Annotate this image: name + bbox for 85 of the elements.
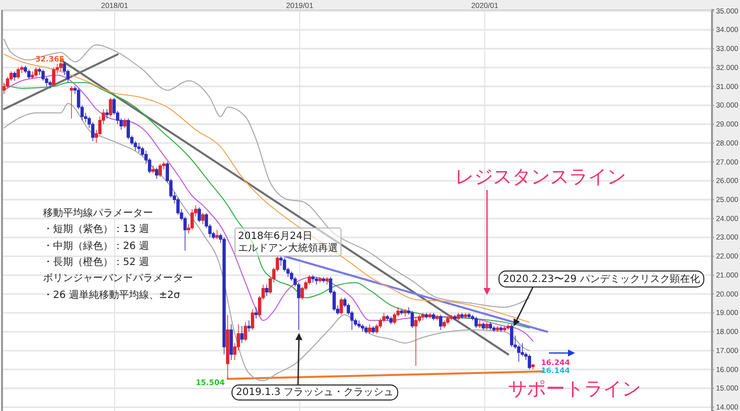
candlestick <box>364 326 368 334</box>
candlestick <box>108 97 112 117</box>
candlestick <box>250 308 254 330</box>
candlestick <box>488 322 492 330</box>
candlestick <box>424 312 428 319</box>
candlestick <box>528 354 532 370</box>
candlestick <box>360 324 364 332</box>
candlestick <box>155 167 158 180</box>
candlestick <box>453 314 457 321</box>
candlestick <box>499 326 503 332</box>
candlestick <box>506 324 510 330</box>
candlestick <box>404 308 407 317</box>
candlestick <box>432 312 436 321</box>
candlestick <box>368 324 372 334</box>
candlestick <box>48 80 52 89</box>
candlestick <box>325 276 329 285</box>
candlestick <box>485 322 488 330</box>
candlestick <box>318 276 322 284</box>
annotation: 2019.1.3 フラッシュ・クラッシュ <box>236 387 394 398</box>
annotation: ボリンジャーバンドパラメーター <box>43 273 193 284</box>
candlestick <box>460 312 464 319</box>
candlestick <box>410 310 414 328</box>
candlestick <box>446 316 450 325</box>
annotation: 2018年6月24日 <box>238 230 313 242</box>
candlestick <box>435 314 439 321</box>
candlestick <box>414 316 418 366</box>
candlestick <box>16 67 20 80</box>
candlestick <box>70 86 74 119</box>
candlestick <box>30 70 34 80</box>
candlestick <box>322 276 326 284</box>
candlestick <box>502 326 506 332</box>
candlestick <box>442 320 446 328</box>
candlestick <box>439 314 442 330</box>
candlestick <box>59 60 62 72</box>
candlestick <box>400 308 404 316</box>
annotation: ・26 週単純移動平均線、±2σ <box>43 289 181 301</box>
candlestick <box>496 326 500 332</box>
candlestick <box>340 297 343 316</box>
candlestick <box>456 312 460 321</box>
candlestick <box>478 320 482 328</box>
candlestick <box>226 314 230 380</box>
candlestick <box>265 284 268 296</box>
candlestick <box>510 324 514 348</box>
candlestick <box>158 163 162 178</box>
annotation: レジスタンスライン <box>455 166 626 188</box>
annotation: ・長期（橙色）：52 週 <box>43 256 149 268</box>
annotation: 移動平均線パラメーター <box>43 207 153 219</box>
candlestick <box>450 314 453 321</box>
candlestick <box>464 312 468 319</box>
candlestick <box>386 314 390 321</box>
candlestick <box>198 206 201 223</box>
candlestick <box>492 326 496 332</box>
candlestick <box>421 312 425 321</box>
candlestick <box>13 70 16 82</box>
candlestick <box>240 326 244 344</box>
candlestick <box>389 316 393 325</box>
candlestick <box>311 274 315 284</box>
candlestick <box>244 322 248 342</box>
candlestick <box>474 316 478 328</box>
annotation: 2020.2.23〜29 パンデミックリスク顕在化 <box>503 273 700 285</box>
candlestick <box>357 320 361 328</box>
candlestick <box>230 324 233 360</box>
annotation: ・短期（紫色）：13 週 <box>43 223 149 235</box>
candlestick <box>222 237 226 355</box>
candlestick <box>123 118 126 128</box>
candlestick <box>27 69 31 80</box>
candlestick <box>34 67 38 78</box>
candlestick <box>52 67 56 87</box>
candlestick <box>201 212 204 225</box>
candlestick <box>531 363 535 370</box>
candlestick <box>215 229 219 240</box>
candlestick <box>151 165 155 174</box>
candlestick <box>190 208 194 230</box>
candlestick <box>482 322 485 330</box>
annotation: エルドアン大統領再選 <box>238 242 338 254</box>
candlestick <box>467 312 471 319</box>
candlestick <box>247 320 251 332</box>
candlestick <box>137 142 141 153</box>
candlestick <box>105 108 109 119</box>
annotation: サポートライン <box>508 378 641 400</box>
candlestick <box>372 326 375 334</box>
candlestick <box>314 276 318 285</box>
candlestick <box>428 312 432 319</box>
candlestick <box>254 306 258 319</box>
annotation: ・中期（緑色）：26 週 <box>43 240 149 252</box>
